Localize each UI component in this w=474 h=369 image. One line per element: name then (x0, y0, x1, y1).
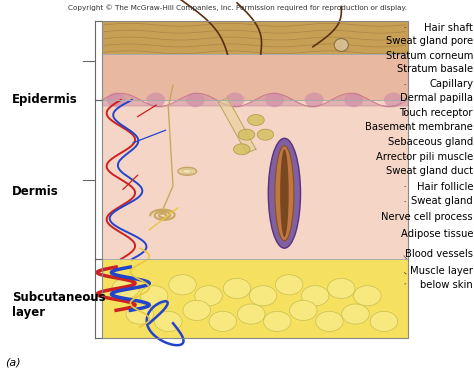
Text: Stratum basale: Stratum basale (397, 65, 473, 75)
Ellipse shape (140, 286, 168, 306)
Ellipse shape (275, 146, 294, 241)
Ellipse shape (316, 311, 343, 331)
Ellipse shape (275, 275, 303, 295)
Text: Adipose tissue: Adipose tissue (401, 228, 473, 238)
Ellipse shape (169, 275, 196, 295)
Ellipse shape (209, 311, 237, 331)
Ellipse shape (265, 93, 284, 107)
Ellipse shape (107, 93, 126, 107)
Text: Capillary: Capillary (429, 79, 473, 89)
Text: (a): (a) (5, 357, 20, 367)
Ellipse shape (280, 149, 289, 237)
Ellipse shape (354, 286, 381, 306)
Ellipse shape (264, 311, 291, 331)
Polygon shape (218, 98, 256, 153)
Text: Sebaceous gland: Sebaceous gland (388, 137, 473, 147)
FancyBboxPatch shape (102, 100, 408, 259)
Ellipse shape (328, 278, 355, 299)
Text: Nerve cell process: Nerve cell process (382, 212, 473, 222)
Ellipse shape (384, 93, 403, 107)
Ellipse shape (183, 300, 210, 321)
Text: Blood vessels: Blood vessels (405, 249, 473, 259)
Ellipse shape (178, 167, 197, 175)
Ellipse shape (257, 129, 274, 140)
Ellipse shape (247, 114, 264, 125)
Ellipse shape (233, 144, 250, 155)
Ellipse shape (186, 93, 205, 107)
Text: Dermal papilla: Dermal papilla (400, 93, 473, 103)
Text: Hair follicle: Hair follicle (417, 182, 473, 192)
Ellipse shape (238, 129, 255, 140)
Ellipse shape (223, 278, 251, 299)
Text: Arrector pili muscle: Arrector pili muscle (376, 152, 473, 162)
Text: Epidermis: Epidermis (12, 93, 78, 106)
Ellipse shape (344, 93, 363, 107)
Ellipse shape (237, 304, 265, 324)
Ellipse shape (301, 286, 329, 306)
Text: Dermis: Dermis (12, 185, 59, 198)
Text: layer: layer (12, 306, 45, 319)
Text: Touch receptor: Touch receptor (400, 108, 473, 118)
Text: Sweat gland duct: Sweat gland duct (386, 166, 473, 176)
FancyBboxPatch shape (102, 259, 408, 338)
Ellipse shape (155, 311, 182, 331)
Text: Sweat gland: Sweat gland (411, 196, 473, 206)
Ellipse shape (342, 304, 369, 324)
Ellipse shape (370, 311, 398, 331)
Text: Basement membrane: Basement membrane (365, 123, 473, 132)
Ellipse shape (195, 286, 222, 306)
Text: Copyright © The McGraw-Hill Companies, Inc. Permission required for reproduction: Copyright © The McGraw-Hill Companies, I… (67, 5, 407, 11)
Ellipse shape (268, 138, 301, 248)
Ellipse shape (334, 38, 348, 51)
Ellipse shape (226, 93, 245, 107)
Ellipse shape (112, 278, 139, 299)
Ellipse shape (305, 93, 324, 107)
FancyBboxPatch shape (102, 54, 408, 100)
Text: Sweat gland pore: Sweat gland pore (386, 36, 473, 46)
Text: Stratum corneum: Stratum corneum (386, 51, 473, 61)
Text: below skin: below skin (420, 280, 473, 290)
Ellipse shape (146, 93, 165, 107)
FancyBboxPatch shape (102, 21, 408, 54)
Text: Hair shaft: Hair shaft (424, 24, 473, 34)
Text: Subcutaneous: Subcutaneous (12, 291, 106, 304)
Text: Muscle layer: Muscle layer (410, 266, 473, 276)
Ellipse shape (249, 286, 277, 306)
Ellipse shape (290, 300, 317, 321)
Ellipse shape (126, 304, 154, 324)
